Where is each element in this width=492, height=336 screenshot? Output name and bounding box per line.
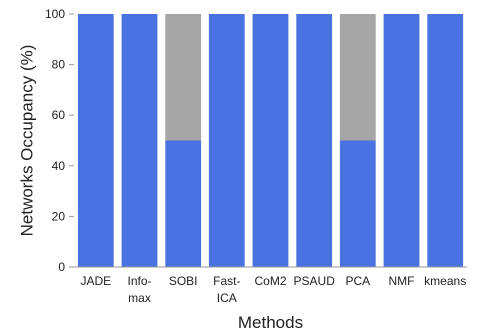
bar-segment-0-1 (121, 14, 158, 267)
y-axis-ticks: 0 20 40 60 80 100 (45, 7, 74, 274)
x-axis-ticks: JADE Info-max SOBI Fast-ICA CoM2 PSAUD PCA NMF k… (80, 274, 466, 305)
bar-segment-1-6 (339, 14, 376, 141)
y-tick-label-5: 100 (45, 7, 65, 21)
x-tick-label-2: SOBI (169, 274, 198, 288)
y-tick-label-1: 20 (52, 209, 66, 223)
bar-segment-0-3 (208, 14, 245, 267)
bar-segment-0-2 (165, 140, 202, 267)
x-axis-title: Methods (238, 313, 303, 332)
bars-group (77, 14, 464, 267)
bar-segment-0-0 (77, 14, 114, 267)
bar-segment-1-2 (165, 14, 202, 141)
x-tick-label-6: PCA (345, 274, 370, 288)
bar-segment-0-7 (383, 14, 420, 267)
bar-segment-0-5 (296, 14, 333, 267)
x-tick-label-3: Fast-ICA (213, 274, 240, 305)
x-tick-label-0: JADE (80, 274, 111, 288)
y-tick-label-4: 80 (52, 58, 66, 72)
x-tick-label-5: PSAUD (294, 274, 336, 288)
y-tick-label-2: 40 (52, 159, 66, 173)
bar-segment-0-4 (252, 14, 289, 267)
x-tick-label-1: Info-max (127, 274, 151, 305)
y-tick-label-0: 0 (58, 260, 65, 274)
y-axis-title: Networks Occupancy (%) (17, 45, 36, 237)
bar-segment-0-8 (427, 14, 464, 267)
bar-segment-0-6 (339, 140, 376, 267)
x-tick-label-4: CoM2 (254, 274, 286, 288)
x-tick-label-7: NMF (389, 274, 415, 288)
y-tick-label-3: 60 (52, 108, 66, 122)
x-tick-label-8: kmeans (424, 274, 466, 288)
